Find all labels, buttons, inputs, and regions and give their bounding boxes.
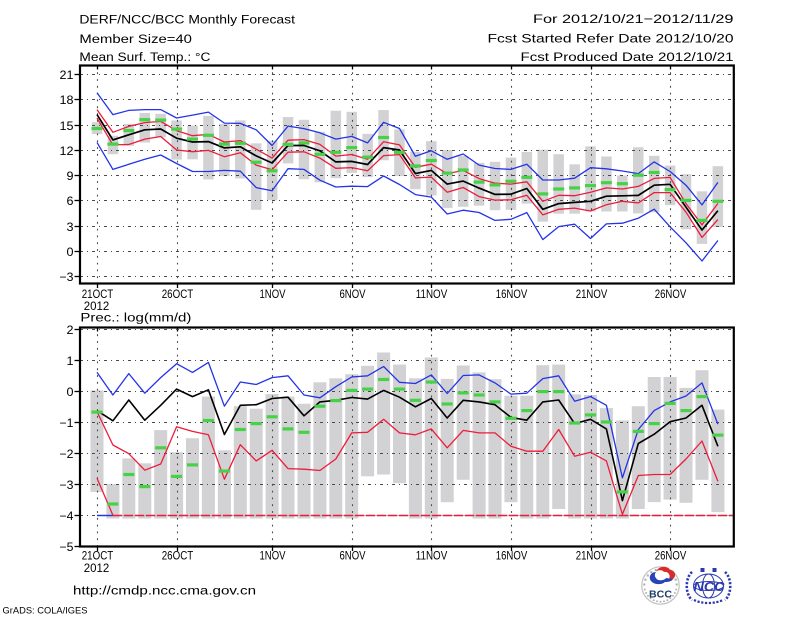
- svg-text:15: 15: [60, 119, 74, 133]
- svg-text:For 2012/10/21−2012/11/29: For 2012/10/21−2012/11/29: [533, 12, 734, 26]
- svg-text:http://cmdp.ncc.cma.gov.cn: http://cmdp.ncc.cma.gov.cn: [73, 584, 256, 598]
- svg-text:−3: −3: [60, 478, 74, 492]
- svg-text:9: 9: [67, 169, 74, 183]
- svg-text:1: 1: [67, 354, 74, 368]
- svg-text:16NOV: 16NOV: [496, 287, 528, 301]
- svg-text:12: 12: [60, 144, 74, 158]
- svg-text:21NOV: 21NOV: [576, 287, 608, 301]
- svg-text:DERF/NCC/BCC Monthly Forecast: DERF/NCC/BCC Monthly Forecast: [79, 12, 295, 26]
- svg-text:1NOV: 1NOV: [260, 287, 286, 301]
- svg-text:11NOV: 11NOV: [416, 287, 448, 301]
- svg-text:NCC: NCC: [694, 579, 726, 594]
- svg-text:0: 0: [67, 245, 74, 259]
- svg-text:−2: −2: [60, 447, 74, 461]
- svg-text:−1: −1: [60, 416, 74, 430]
- svg-text:Fcst Produced Date 2012/10/21: Fcst Produced Date 2012/10/21: [521, 50, 734, 64]
- svg-text:−3: −3: [60, 270, 74, 284]
- svg-text:26NOV: 26NOV: [655, 287, 687, 301]
- svg-text:Fcst Started Refer Date 2012/1: Fcst Started Refer Date 2012/10/20: [488, 32, 734, 46]
- svg-text:1NOV: 1NOV: [260, 549, 286, 563]
- svg-text:21OCT: 21OCT: [82, 287, 114, 301]
- svg-text:16NOV: 16NOV: [496, 549, 528, 563]
- svg-text:−5: −5: [60, 540, 74, 554]
- svg-text:3: 3: [67, 220, 74, 234]
- svg-text:11NOV: 11NOV: [416, 549, 448, 563]
- svg-text:18: 18: [60, 93, 74, 107]
- svg-text:0: 0: [67, 385, 74, 399]
- svg-text:26NOV: 26NOV: [655, 549, 687, 563]
- svg-text:6: 6: [67, 194, 74, 208]
- svg-text:26OCT: 26OCT: [162, 287, 194, 301]
- svg-text:21NOV: 21NOV: [576, 549, 608, 563]
- svg-text:−4: −4: [60, 509, 74, 523]
- svg-text:Mean Surf. Temp.: °C: Mean Surf. Temp.: °C: [79, 50, 210, 64]
- svg-text:BCC: BCC: [649, 590, 672, 601]
- svg-text:Member Size=40: Member Size=40: [79, 32, 192, 46]
- svg-text:21OCT: 21OCT: [82, 549, 114, 563]
- svg-text:6NOV: 6NOV: [340, 549, 366, 563]
- svg-text:21: 21: [60, 68, 74, 82]
- svg-text:26OCT: 26OCT: [162, 549, 194, 563]
- svg-text:2012: 2012: [84, 299, 110, 313]
- svg-text:2: 2: [67, 323, 74, 337]
- svg-text:6NOV: 6NOV: [340, 287, 366, 301]
- svg-text:Prec.: log(mm/d): Prec.: log(mm/d): [80, 310, 191, 324]
- svg-text:GrADS: COLA/IGES: GrADS: COLA/IGES: [3, 606, 88, 616]
- svg-text:2012: 2012: [84, 561, 110, 575]
